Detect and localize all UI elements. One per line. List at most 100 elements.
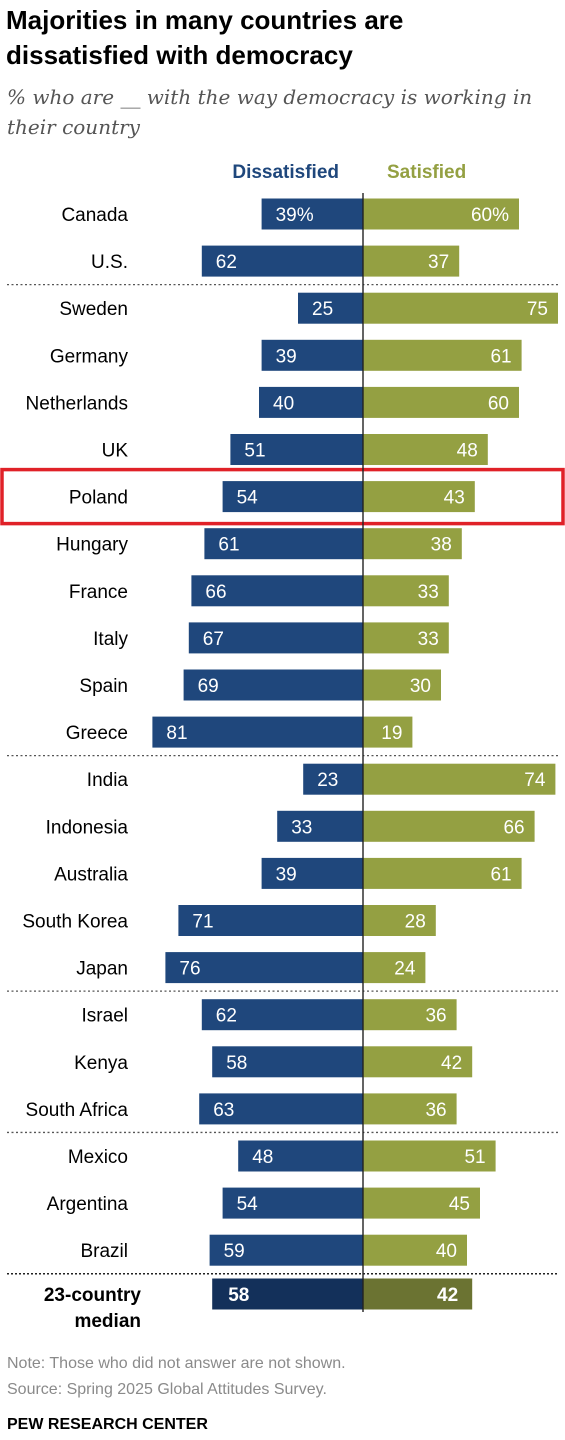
label-satisfied-france: 33 — [418, 582, 439, 603]
row-label-u-s-: U.S. — [91, 252, 128, 273]
label-dissatisfied-italy: 67 — [203, 629, 224, 650]
median-label-line-2: median — [74, 1311, 141, 1332]
label-dissatisfied-uk: 51 — [244, 441, 265, 462]
legend-satisfied: Satisfied — [387, 162, 466, 183]
label-satisfied-mexico: 51 — [464, 1147, 485, 1168]
label-dissatisfied-south-korea: 71 — [192, 912, 213, 933]
chart-subtitle-line-2: their country — [7, 115, 141, 139]
row-label-australia: Australia — [54, 864, 128, 885]
highlight-box — [0, 467, 565, 526]
label-satisfied-israel: 36 — [425, 1006, 446, 1027]
label-dissatisfied-brazil: 59 — [224, 1241, 245, 1262]
label-satisfied-argentina: 45 — [449, 1194, 470, 1215]
bar-satisfied-indonesia — [363, 810, 535, 842]
bar-dissatisfied-greece — [152, 716, 363, 748]
bar-satisfied-netherlands — [363, 386, 519, 418]
label-satisfied-median: 42 — [437, 1285, 458, 1306]
label-satisfied-south-korea: 28 — [405, 912, 426, 933]
bar-dissatisfied-italy — [188, 622, 363, 654]
bar-dissatisfied-u-s- — [201, 245, 363, 277]
row-label-mexico: Mexico — [68, 1147, 128, 1168]
row-label-spain: Spain — [79, 676, 128, 697]
bar-satisfied-india — [363, 763, 556, 795]
bar-dissatisfied-median — [212, 1278, 363, 1310]
label-satisfied-brazil: 40 — [436, 1241, 457, 1262]
row-label-poland: Poland — [69, 488, 128, 509]
row-label-hungary: Hungary — [56, 535, 128, 556]
label-satisfied-spain: 30 — [410, 676, 431, 697]
chart-subtitle-line-1: % who are __ with the way democracy is w… — [7, 85, 532, 109]
bar-dissatisfied-kenya — [212, 1046, 363, 1078]
label-satisfied-sweden: 75 — [527, 299, 548, 320]
label-satisfied-greece: 19 — [381, 723, 402, 744]
label-dissatisfied-sweden: 25 — [312, 299, 333, 320]
bar-dissatisfied-france — [191, 575, 363, 607]
chart-bars: Canada 39% 60% U.S. 62 37 Sweden 25 75 Germany 39 6… — [0, 193, 565, 1332]
bar-dissatisfied-sweden — [298, 292, 363, 324]
row-label-netherlands: Netherlands — [26, 393, 128, 414]
row-label-indonesia: Indonesia — [46, 817, 129, 838]
row-label-brazil: Brazil — [80, 1241, 128, 1262]
row-label-france: France — [69, 582, 128, 603]
label-dissatisfied-indonesia: 33 — [291, 817, 312, 838]
label-dissatisfied-u-s-: 62 — [216, 252, 237, 273]
label-dissatisfied-poland: 54 — [237, 488, 259, 509]
bar-dissatisfied-south-africa — [199, 1093, 363, 1125]
label-satisfied-south-africa: 36 — [425, 1100, 446, 1121]
bar-dissatisfied-brazil — [209, 1234, 363, 1266]
chart-title-line-2: dissatisfied with democracy — [6, 40, 353, 70]
row-label-sweden: Sweden — [59, 299, 128, 320]
bar-satisfied-italy — [363, 622, 449, 654]
label-dissatisfied-kenya: 58 — [226, 1053, 247, 1074]
bar-dissatisfied-australia — [261, 857, 363, 889]
label-dissatisfied-israel: 62 — [216, 1006, 237, 1027]
bar-satisfied-kenya — [363, 1046, 473, 1078]
bar-dissatisfied-poland — [222, 481, 363, 513]
bar-satisfied-brazil — [363, 1234, 467, 1266]
label-dissatisfied-spain: 69 — [198, 676, 219, 697]
row-label-israel: Israel — [82, 1006, 128, 1027]
bar-dissatisfied-uk — [230, 434, 363, 465]
label-satisfied-italy: 33 — [418, 629, 439, 650]
row-label-greece: Greece — [66, 723, 128, 744]
row-label-japan: Japan — [76, 959, 128, 980]
bar-dissatisfied-spain — [183, 669, 363, 701]
row-label-argentina: Argentina — [47, 1194, 129, 1215]
label-satisfied-canada: 60% — [471, 205, 509, 226]
label-satisfied-poland: 43 — [444, 488, 465, 509]
row-label-canada: Canada — [61, 205, 128, 226]
label-satisfied-australia: 61 — [490, 864, 511, 885]
bar-dissatisfied-south-korea — [178, 905, 363, 936]
label-dissatisfied-australia: 39 — [276, 864, 297, 885]
bar-satisfied-israel — [363, 999, 457, 1031]
label-dissatisfied-mexico: 48 — [252, 1147, 273, 1168]
bar-dissatisfied-indonesia — [277, 810, 363, 842]
bar-dissatisfied-india — [303, 763, 363, 795]
bar-dissatisfied-mexico — [238, 1140, 363, 1172]
bar-satisfied-south-korea — [363, 905, 436, 936]
bar-satisfied-spain — [363, 669, 441, 701]
bar-satisfied-median — [363, 1278, 473, 1310]
bar-satisfied-argentina — [363, 1187, 480, 1219]
footer-brand: PEW RESEARCH CENTER — [7, 1416, 208, 1433]
label-satisfied-uk: 48 — [457, 441, 478, 462]
label-dissatisfied-canada: 39% — [276, 205, 314, 226]
label-satisfied-u-s-: 37 — [428, 252, 449, 273]
footer-note: Note: Those who did not answer are not s… — [7, 1355, 346, 1372]
bar-dissatisfied-netherlands — [259, 386, 363, 418]
row-label-india: India — [87, 770, 129, 791]
bar-satisfied-u-s- — [363, 245, 460, 277]
bar-satisfied-south-africa — [363, 1093, 457, 1125]
footer-source: Source: Spring 2025 Global Attitudes Sur… — [7, 1381, 327, 1398]
bar-satisfied-france — [363, 575, 449, 607]
row-label-south-africa: South Africa — [26, 1100, 129, 1121]
label-satisfied-netherlands: 60 — [488, 393, 509, 414]
label-satisfied-indonesia: 66 — [503, 817, 524, 838]
label-dissatisfied-greece: 81 — [166, 723, 187, 744]
label-dissatisfied-netherlands: 40 — [273, 393, 294, 414]
bar-satisfied-sweden — [363, 292, 558, 324]
bar-satisfied-australia — [363, 857, 522, 889]
bar-dissatisfied-argentina — [222, 1187, 363, 1219]
bar-dissatisfied-hungary — [204, 528, 363, 560]
